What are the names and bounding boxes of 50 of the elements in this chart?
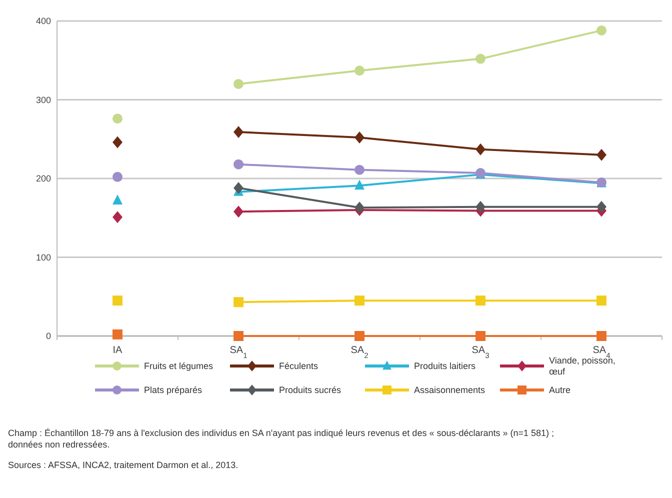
point	[476, 54, 486, 64]
point	[112, 172, 122, 182]
point	[476, 296, 486, 306]
point	[112, 329, 122, 340]
y-tick-label: 200	[36, 174, 51, 184]
legend-label: Viande, poisson, œuf	[549, 356, 616, 376]
point	[596, 148, 606, 161]
point	[234, 126, 244, 138]
legend-label: Produits laitiers	[414, 361, 476, 372]
point	[112, 136, 122, 148]
point	[234, 297, 244, 308]
point	[112, 211, 122, 224]
point	[354, 202, 364, 214]
x-tick-label: SA$_{2}$	[350, 345, 368, 360]
legend-label: Féculents	[279, 361, 319, 372]
legend-label: Produits sucrés	[279, 385, 342, 396]
point	[234, 331, 244, 341]
point	[112, 194, 122, 205]
x-tick-label: SA$_{3}$	[472, 345, 490, 360]
legend-label: Autre	[549, 385, 571, 396]
point	[234, 206, 244, 218]
point	[596, 200, 606, 213]
point	[354, 180, 364, 190]
point	[234, 182, 244, 194]
point	[476, 331, 486, 341]
text: Champ : Échantillon 18-79 ans à l'exclusion des individus en SA n'ayant pas indiqué leurs revenus et des « sous-déclarants » (n=1 581) ; données non redressées.	[8, 428, 554, 450]
point	[596, 331, 606, 341]
point	[234, 159, 244, 170]
point	[596, 25, 606, 36]
point	[112, 296, 122, 306]
point	[112, 114, 122, 124]
point	[354, 164, 364, 175]
legend-label: Assaisonnements	[414, 385, 486, 396]
y-tick-label: 400	[36, 16, 51, 26]
point	[354, 132, 364, 144]
y-tick-label: 0	[46, 331, 51, 342]
x-tick-label: SA$_{1}$	[230, 345, 248, 360]
point	[596, 296, 606, 306]
point	[234, 79, 244, 89]
x-tick-label: IA	[112, 345, 123, 356]
point	[354, 331, 364, 341]
point	[476, 200, 486, 213]
point	[476, 143, 486, 156]
point	[354, 296, 364, 306]
source-note: Sources : AFSSA, INCA2, traitement Darmon et al., 2013.	[8, 460, 238, 470]
point	[354, 66, 364, 76]
y-tick-label: 300	[36, 94, 51, 105]
legend-label: Plats préparés	[144, 385, 203, 396]
y-tick-label: 100	[36, 252, 51, 262]
legend-label: Fruits et légumes	[144, 361, 214, 372]
